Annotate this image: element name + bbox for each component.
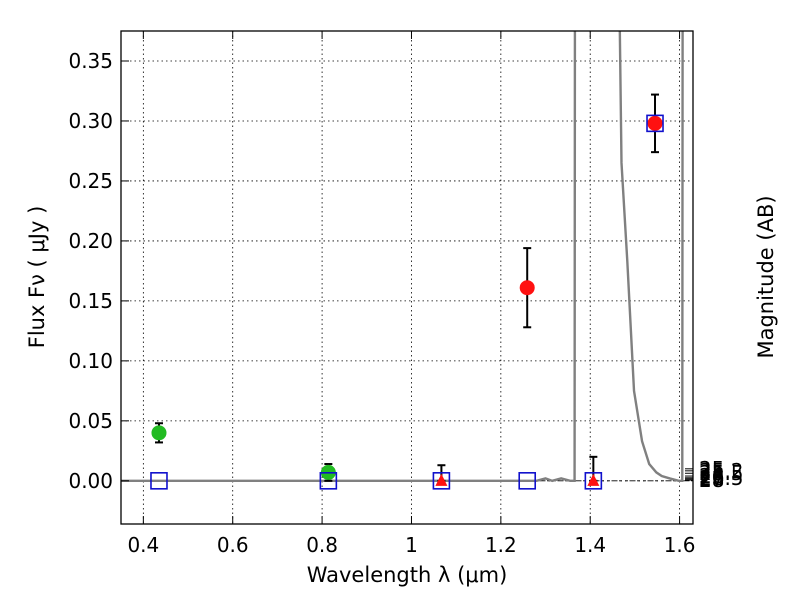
plot-frame: [120, 30, 694, 525]
y-tick-label: 0.00: [68, 469, 113, 493]
marker-layer: [150, 114, 664, 490]
x-tick-label: 0.4: [127, 533, 159, 557]
upper-limit-marker: [435, 473, 448, 486]
x-tick-label: 1: [405, 533, 418, 557]
y2-tick-label: 27: [699, 467, 724, 491]
y2-tick-label: 26: [699, 464, 724, 488]
data-point-marker: [647, 115, 663, 131]
open-square-marker: [432, 472, 451, 490]
plot-background: [121, 31, 693, 524]
y-axis-title: Flux Fν ( μJy ): [25, 206, 49, 349]
grid-lines: [121, 31, 693, 524]
open-square-marker: [150, 472, 168, 490]
open-square-marker: [646, 114, 664, 133]
y-tick-label: 0.25: [68, 169, 113, 193]
y-tick-label: 0.05: [68, 409, 113, 433]
x-tick-label: 1.2: [485, 533, 517, 557]
open-square-marker: [584, 472, 603, 490]
data-point-marker: [151, 425, 167, 441]
filter-curve-line: [121, 31, 684, 483]
data-point-marker: [519, 280, 535, 296]
x-axis-title: Wavelength λ (μm): [307, 563, 508, 587]
series-line-layer: [121, 31, 684, 483]
y2-axis-title: Magnitude (AB): [754, 195, 778, 358]
y2-tick-label: 25: [699, 457, 724, 481]
x-tick-label: 1.6: [664, 533, 696, 557]
y2-tick-label: 28: [699, 468, 724, 492]
y2-tick-label: 25.2: [699, 459, 744, 483]
y2-tick-label: 26.5: [699, 466, 744, 490]
y-tick-label: 0.35: [68, 49, 113, 73]
x-tick-label: 0.6: [217, 533, 249, 557]
y-tick-label: 0.15: [68, 289, 113, 313]
tick-labels: 0.4 0.6 0.8 1 1.2 1.4 1.6 0.00 0.05 0.10 0.15 0.20 0…: [68, 49, 743, 557]
x-tick-label: 1.4: [574, 533, 606, 557]
upper-limit-marker: [587, 473, 600, 486]
y-tick-label: 0.10: [68, 349, 113, 373]
y2-tick-label: 25.5: [699, 461, 744, 485]
axis-ticks: [121, 31, 693, 524]
open-square-marker: [518, 472, 537, 490]
y-tick-label: 0.20: [68, 229, 113, 253]
open-square-marker: [319, 472, 338, 490]
y-tick-label: 0.30: [68, 109, 113, 133]
x-tick-label: 0.8: [306, 533, 338, 557]
